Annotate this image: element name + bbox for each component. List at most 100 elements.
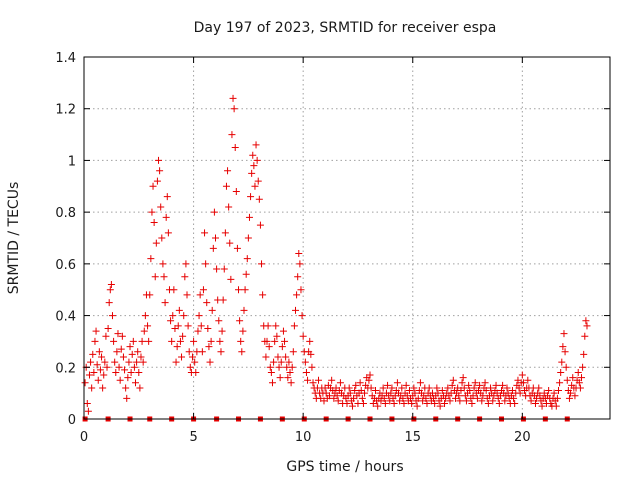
data-point — [182, 260, 190, 268]
data-point — [307, 350, 315, 358]
x-tick-label: 5 — [189, 430, 197, 445]
data-point — [176, 337, 184, 345]
data-point — [252, 141, 260, 149]
data-point — [436, 402, 444, 410]
data-point — [579, 363, 587, 371]
data-point — [293, 291, 301, 299]
data-point — [164, 229, 172, 237]
chart-title: Day 197 of 2023, SRMTID for receiver esp… — [194, 20, 497, 36]
data-point — [123, 394, 131, 402]
data-point — [315, 376, 323, 384]
data-point — [381, 399, 389, 407]
plot-frame — [83, 56, 611, 420]
data-point — [266, 363, 274, 371]
data-point — [210, 208, 218, 216]
data-point — [115, 363, 123, 371]
y-tick-labels: 0 0.2 0.4 0.6 0.8 1 1.2 1.4 — [55, 51, 76, 428]
data-point — [569, 374, 577, 382]
data-point — [254, 177, 262, 185]
data-point — [367, 384, 375, 392]
data-point — [160, 273, 168, 281]
data-point — [336, 379, 344, 387]
data-point — [138, 337, 146, 345]
data-point — [343, 399, 351, 407]
data-point — [218, 327, 226, 335]
data-point — [402, 381, 410, 389]
data-point — [550, 389, 558, 397]
data-point — [141, 312, 149, 320]
data-point — [197, 322, 205, 330]
data-point — [139, 358, 147, 366]
data-point — [242, 270, 250, 278]
data-points — [81, 94, 591, 422]
x-tick-labels: 0 5 10 15 20 — [80, 430, 531, 445]
data-point — [423, 399, 431, 407]
grid-lines — [84, 57, 610, 419]
data-point — [553, 394, 561, 402]
data-point — [230, 105, 238, 113]
data-point — [84, 407, 92, 415]
data-point — [162, 213, 170, 221]
data-point — [278, 343, 286, 351]
data-point — [578, 374, 586, 382]
data-point — [127, 368, 135, 376]
y-tick-label: 1.4 — [55, 51, 76, 66]
data-point — [121, 366, 129, 374]
data-point — [558, 358, 566, 366]
data-point — [222, 182, 230, 190]
data-point — [240, 306, 248, 314]
data-point — [184, 322, 192, 330]
data-point — [574, 368, 582, 376]
data-point — [215, 317, 223, 325]
data-point — [181, 273, 189, 281]
data-point — [515, 384, 523, 392]
data-point — [425, 384, 433, 392]
data-point — [241, 286, 249, 294]
y-tick-label: 0.4 — [55, 310, 76, 325]
data-point — [560, 330, 568, 338]
data-point — [95, 348, 103, 356]
data-point — [103, 363, 111, 371]
data-point — [93, 361, 101, 369]
data-point — [124, 374, 132, 382]
data-point — [352, 381, 360, 389]
data-point — [582, 317, 590, 325]
data-point — [100, 371, 108, 379]
data-point — [172, 358, 180, 366]
data-point — [169, 312, 177, 320]
data-point — [259, 291, 267, 299]
data-point — [255, 195, 263, 203]
data-point — [552, 402, 560, 410]
y-tick-label: 0.2 — [55, 361, 76, 376]
data-point — [199, 286, 207, 294]
data-point — [167, 317, 175, 325]
data-point — [441, 399, 449, 407]
data-point — [174, 322, 182, 330]
data-point — [196, 291, 204, 299]
data-point — [431, 399, 439, 407]
x-tick-label: 20 — [514, 430, 531, 445]
x-tick-label: 10 — [295, 430, 312, 445]
data-point — [125, 358, 133, 366]
data-point — [276, 374, 284, 382]
data-point — [185, 348, 193, 356]
data-point — [135, 368, 143, 376]
data-point — [482, 387, 490, 395]
data-point — [159, 260, 167, 268]
data-point — [275, 363, 283, 371]
data-point — [81, 379, 89, 387]
data-point — [195, 312, 203, 320]
data-point — [286, 368, 294, 376]
data-point — [499, 381, 507, 389]
data-point — [268, 379, 276, 387]
data-point — [358, 394, 366, 402]
data-point — [220, 265, 228, 273]
data-point — [238, 348, 246, 356]
data-point — [140, 327, 148, 335]
data-point — [256, 221, 264, 229]
data-point — [562, 363, 570, 371]
y-tick-label: 1 — [68, 154, 76, 169]
data-point — [345, 384, 353, 392]
data-point — [219, 296, 227, 304]
data-point — [333, 392, 341, 400]
